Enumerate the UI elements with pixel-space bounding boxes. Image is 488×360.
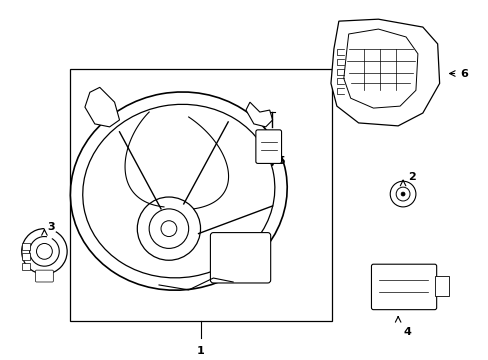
Polygon shape: [85, 87, 119, 127]
Circle shape: [37, 243, 52, 259]
Circle shape: [137, 197, 200, 260]
FancyBboxPatch shape: [36, 270, 53, 282]
Text: 2: 2: [407, 172, 415, 182]
Ellipse shape: [82, 104, 274, 278]
Bar: [21, 243, 30, 250]
Bar: [21, 253, 30, 260]
Polygon shape: [343, 29, 417, 108]
FancyBboxPatch shape: [371, 264, 436, 310]
Text: 1: 1: [197, 346, 204, 356]
Ellipse shape: [70, 92, 286, 290]
Text: 3: 3: [47, 222, 55, 232]
Circle shape: [395, 187, 409, 201]
Circle shape: [389, 181, 415, 207]
Bar: [434, 276, 447, 296]
Circle shape: [400, 192, 404, 196]
Polygon shape: [330, 19, 439, 126]
Text: 6: 6: [459, 68, 468, 78]
Bar: [70, 68, 331, 320]
Circle shape: [149, 209, 188, 248]
Circle shape: [161, 221, 177, 237]
FancyBboxPatch shape: [210, 233, 270, 283]
Text: 4: 4: [402, 328, 410, 337]
Text: 5: 5: [277, 157, 285, 166]
Polygon shape: [245, 102, 272, 127]
Bar: [21, 263, 30, 270]
FancyBboxPatch shape: [255, 130, 281, 163]
